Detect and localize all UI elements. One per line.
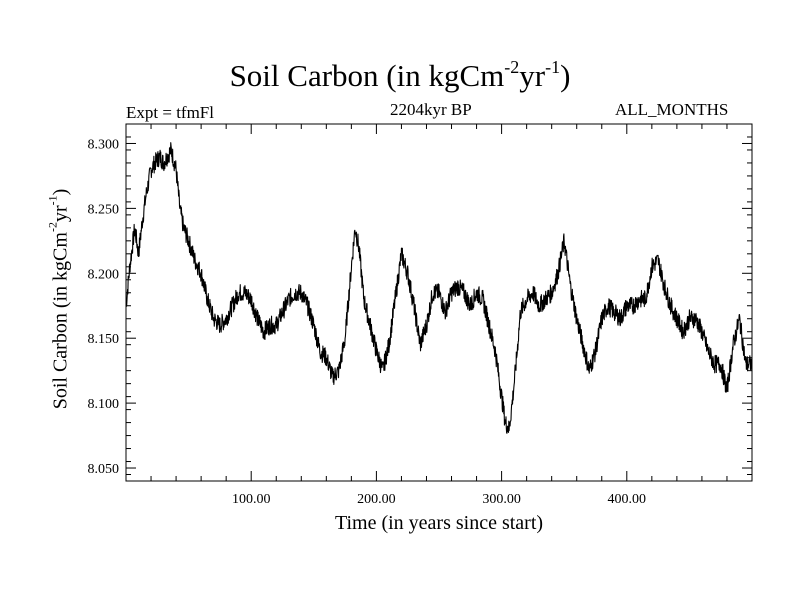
plot-area: 100.00 200.00 300.00 400.00 8.050 8.100 8.150 8… [88, 123, 753, 507]
y-tick-label: 8.150 [88, 332, 120, 347]
y-tick-label: 8.300 [88, 137, 120, 152]
series-line [125, 142, 753, 434]
plot-frame [125, 123, 753, 482]
x-tick-label: 400.00 [608, 492, 647, 507]
y-tick-label: 8.050 [88, 462, 120, 477]
experiment-label: Expt = tfmFl [126, 103, 214, 122]
y-tick-label: 8.100 [88, 397, 120, 412]
y-tick-label: 8.250 [88, 202, 120, 217]
x-tick-label: 100.00 [232, 492, 271, 507]
y-axis-label: Soil Carbon (in kgCm-2yr-1) [45, 188, 72, 410]
x-axis-label: Time (in years since start) [334, 512, 544, 534]
chart-title: Soil Carbon (in kgCm-2yr-1) [229, 56, 571, 93]
x-tick-label: 200.00 [357, 492, 396, 507]
months-label: ALL_MONTHS [615, 100, 729, 119]
x-tick-label: 300.00 [482, 492, 521, 507]
date-label: 2204kyr BP [390, 100, 472, 119]
y-tick-label: 8.200 [88, 267, 120, 282]
